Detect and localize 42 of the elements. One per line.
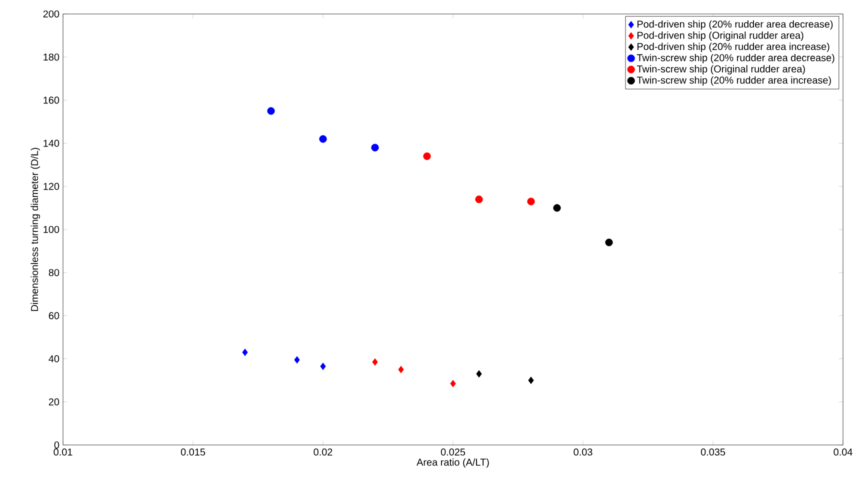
point — [475, 196, 483, 204]
point — [450, 380, 456, 388]
x-tick-label: 0.015 — [180, 448, 206, 456]
point — [372, 358, 378, 366]
x-tick-label: 0.01 — [54, 448, 72, 456]
point — [267, 107, 275, 115]
legend-label: Pod-driven ship (20% rudder area increase) — [638, 42, 830, 52]
point — [398, 366, 404, 374]
point — [605, 238, 613, 246]
y-tick-label: 200 — [43, 10, 60, 18]
x-tick-label: 0.035 — [700, 448, 726, 456]
point — [371, 144, 379, 152]
legend-label: Twin-screw ship (Original rudder area) — [636, 65, 805, 74]
y-tick-label: 80 — [48, 269, 60, 276]
y-axis-title: Dimensionless turning diameter (D/L) — [30, 148, 40, 311]
legend-label: Twin-screw ship (20% rudder area decrease) — [636, 54, 834, 64]
y-tick-label: 120 — [44, 182, 60, 190]
point — [553, 204, 561, 212]
legend-label: Pod-driven ship (Original rudder area) — [638, 32, 804, 41]
x-tick-label: 0.03 — [574, 448, 592, 456]
x-tick-label: 0.025 — [440, 448, 466, 456]
y-tick-label: 100 — [44, 226, 60, 234]
y-tick-label: 60 — [48, 312, 60, 320]
point — [423, 152, 431, 160]
legend-label: Twin-screw ship (20% rudder area increase) — [636, 76, 831, 86]
point — [527, 198, 535, 206]
point — [320, 362, 326, 370]
y-tick-label: 20 — [48, 398, 60, 406]
x-tick-label: 0.02 — [314, 448, 332, 456]
legend-label: Pod-driven ship (20% rudder area decrease) — [638, 20, 833, 30]
x-axis-title: Area ratio (A/LT) — [416, 458, 489, 468]
y-tick-label: 160 — [44, 96, 60, 104]
point — [319, 135, 327, 143]
y-tick-label: 40 — [48, 355, 60, 362]
y-tick-label: 180 — [44, 54, 60, 61]
x-tick-label: 0.04 — [834, 448, 852, 456]
point — [294, 356, 300, 364]
y-tick-label: 0 — [54, 441, 60, 449]
point — [242, 348, 248, 356]
point — [528, 376, 534, 384]
point — [476, 370, 482, 378]
y-tick-label: 140 — [44, 140, 60, 147]
